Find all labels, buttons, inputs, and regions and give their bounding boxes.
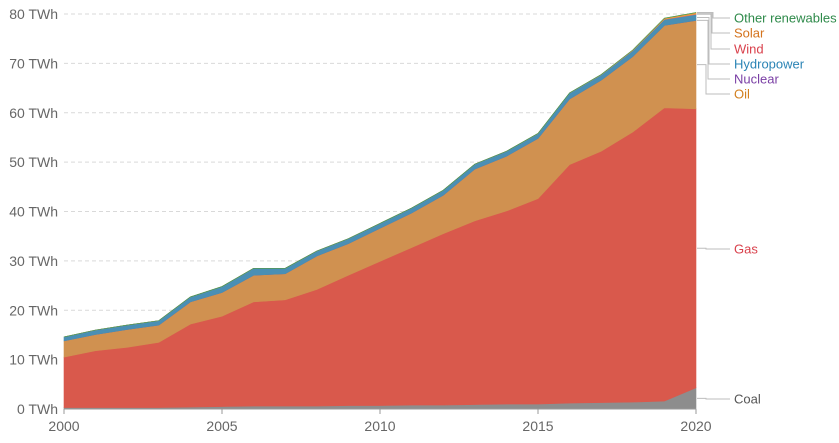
y-tick-label: 60 TWh <box>9 105 58 121</box>
legend-leader-wind <box>697 13 730 50</box>
x-tick-label: 2020 <box>680 418 711 434</box>
legend-label-gas: Gas <box>734 242 758 257</box>
legend-leader-solar <box>697 12 730 34</box>
y-tick-label: 70 TWh <box>9 55 58 71</box>
y-tick-label: 40 TWh <box>9 204 58 220</box>
axes: 0 TWh 10 TWh 20 TWh 30 TWh 40 TWh 50 TWh 60 TW… <box>9 6 712 434</box>
legend-label-hydropower: Hydropower <box>734 57 805 72</box>
legend-leader-oil <box>697 64 730 95</box>
area-series <box>63 12 697 410</box>
y-tick-label: 80 TWh <box>9 6 58 22</box>
legend-label-solar: Solar <box>734 26 765 41</box>
legend-label-other-renewables: Other renewables <box>734 11 837 26</box>
x-tick-label: 2000 <box>48 418 79 434</box>
y-tick-label: 30 TWh <box>9 253 58 269</box>
y-tick-label: 50 TWh <box>9 154 58 170</box>
legend-leader-nuclear <box>697 19 730 80</box>
legend-label-oil: Oil <box>734 87 750 102</box>
x-tick-label: 2015 <box>522 418 553 434</box>
legend-leader-hydropower <box>697 16 730 65</box>
x-tick-label: 2005 <box>206 418 237 434</box>
y-tick-label: 10 TWh <box>9 352 58 368</box>
legend: Other renewablesSolarWindHydropowerNucle… <box>697 11 837 407</box>
legend-label-nuclear: Nuclear <box>734 72 779 87</box>
legend-label-coal: Coal <box>734 392 761 407</box>
legend-leader-gas <box>697 247 730 250</box>
area-other-renewables <box>63 12 697 338</box>
legend-leader-coal <box>697 397 730 400</box>
y-tick-label: 0 TWh <box>17 401 58 417</box>
legend-label-wind: Wind <box>734 42 764 57</box>
y-tick-label: 20 TWh <box>9 302 58 318</box>
legend-leader-other-renewables <box>697 12 730 19</box>
x-tick-label: 2010 <box>364 418 395 434</box>
